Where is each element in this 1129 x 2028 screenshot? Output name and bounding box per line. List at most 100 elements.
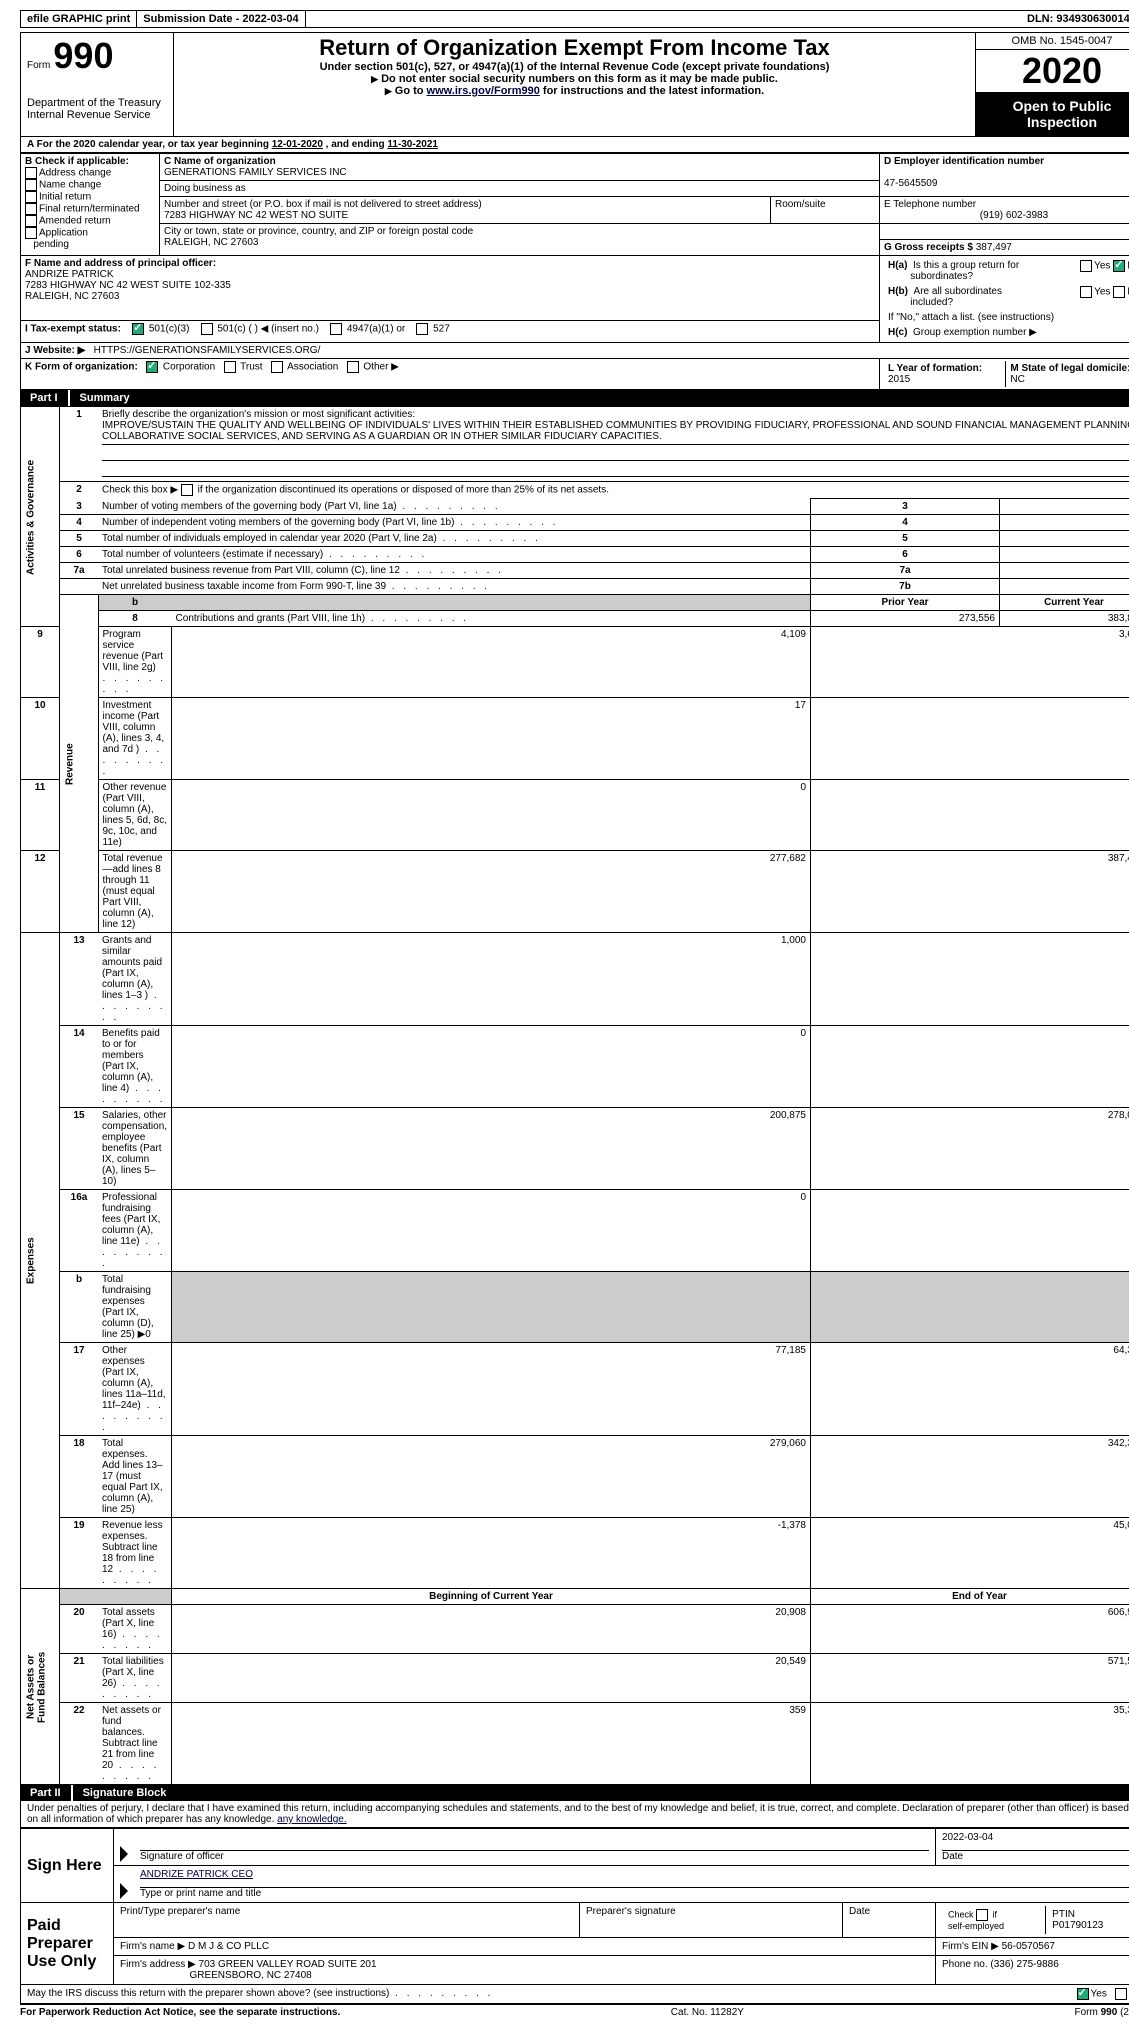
boy-header: Beginning of Current Year [429, 1591, 553, 1602]
sign-here-label: Sign Here [21, 1829, 114, 1903]
room-label: Room/suite [775, 199, 826, 210]
officer-name-sig[interactable]: ANDRIZE PATRICK CEO [140, 1869, 253, 1880]
box-b-header: B Check if applicable: [25, 156, 129, 167]
form-word: Form [27, 60, 50, 71]
submission-date: Submission Date - 2022-03-04 [137, 11, 305, 27]
dba-label: Doing business as [164, 183, 246, 194]
checkbox-discontinued[interactable] [181, 484, 193, 496]
omb-number: OMB No. 1545-0047 [976, 33, 1129, 50]
ein-value: 47-5645509 [884, 178, 937, 189]
l7a-val: 0 [1000, 563, 1129, 579]
part-1-header: Part I Summary [20, 390, 1129, 406]
ptin-value: P01790123 [1052, 1920, 1103, 1931]
firm-name: D M J & CO PLLC [188, 1941, 269, 1952]
box-j-label: J Website: ▶ [25, 345, 85, 356]
box-i-label: I Tax-exempt status: [25, 323, 121, 334]
l1-label: Briefly describe the organization's miss… [102, 409, 415, 420]
part-2-header: Part II Signature Block [20, 1785, 1129, 1801]
form-title: Return of Organization Exempt From Incom… [180, 35, 969, 61]
checkbox-discuss-no[interactable] [1115, 1988, 1127, 2000]
firm-addr: 703 GREEN VALLEY ROAD SUITE 201 [199, 1959, 377, 1970]
eoy-header: End of Year [952, 1591, 1007, 1602]
city-value: RALEIGH, NC 27603 [164, 237, 259, 248]
l6-val: 2 [1000, 547, 1129, 563]
sig-date: 2022-03-04 [942, 1832, 1129, 1851]
box-k-label: K Form of organization: [25, 362, 138, 373]
checkbox-final[interactable] [25, 203, 37, 215]
checkbox-assoc[interactable] [271, 361, 283, 373]
dept-irs: Internal Revenue Service [27, 109, 167, 121]
city-label: City or town, state or province, country… [164, 226, 473, 237]
dept-treasury: Department of the Treasury [27, 97, 167, 109]
irs-link[interactable]: www.irs.gov/Form990 [427, 85, 540, 97]
form-subtitle: Under section 501(c), 527, or 4947(a)(1)… [180, 61, 969, 73]
l7a-label: Total unrelated business revenue from Pa… [102, 565, 504, 576]
checkbox-4947[interactable] [330, 323, 342, 335]
prep-name-label: Print/Type preparer's name [120, 1906, 240, 1917]
checkbox-hb-no[interactable] [1113, 286, 1125, 298]
efile-label: efile GRAPHIC print [21, 11, 137, 27]
paid-preparer-label: Paid Preparer Use Only [21, 1903, 114, 1985]
date-label: Date [942, 1851, 963, 1862]
checkbox-trust[interactable] [224, 361, 236, 373]
l7b-val: 0 [1000, 579, 1129, 595]
checkbox-app-pending[interactable] [25, 227, 37, 239]
checkbox-hb-yes[interactable] [1080, 286, 1092, 298]
checkbox-other[interactable] [347, 361, 359, 373]
l6-label: Total number of volunteers (estimate if … [102, 549, 427, 560]
l3-val: 5 [1000, 499, 1129, 515]
checkbox-self-employed[interactable] [976, 1909, 988, 1921]
triangle-icon [120, 1883, 128, 1899]
any-knowledge-link[interactable]: any knowledge. [277, 1814, 347, 1825]
arrow-icon [371, 73, 381, 85]
officer-city: RALEIGH, NC 27603 [25, 291, 120, 302]
officer-street: 7283 HIGHWAY NC 42 WEST SUITE 102-335 [25, 280, 231, 291]
phone-value: (919) 602-3983 [884, 210, 1129, 221]
tax-year: 2020 [976, 50, 1129, 92]
part1-table: Activities & Governance 1 Briefly descri… [20, 406, 1129, 1785]
current-year-header: Current Year [1044, 597, 1104, 608]
website-value: HTTPS://GENERATIONSFAMILYSERVICES.ORG/ [94, 345, 321, 356]
l4-val: 4 [1000, 515, 1129, 531]
checkbox-initial[interactable] [25, 191, 37, 203]
mission-text: IMPROVE/SUSTAIN THE QUALITY AND WELLBEIN… [102, 420, 1129, 442]
entity-info-block: B Check if applicable: Address change Na… [20, 153, 1129, 390]
side-label-net: Net Assets or Fund Balances [21, 1589, 60, 1785]
checkbox-corp[interactable] [146, 361, 158, 373]
street-value: 7283 HIGHWAY NC 42 WEST NO SUITE [164, 210, 348, 221]
checkbox-name-change[interactable] [25, 179, 37, 191]
prep-sig-label: Preparer's signature [586, 1906, 676, 1917]
form-number: 990 [53, 35, 113, 76]
side-label-exp: Expenses [21, 933, 60, 1589]
checkbox-amended[interactable] [25, 215, 37, 227]
paperwork-notice: For Paperwork Reduction Act Notice, see … [20, 2007, 340, 2018]
checkbox-527[interactable] [416, 323, 428, 335]
box-f-label: F Name and address of principal officer: [25, 258, 216, 269]
checkbox-501c[interactable] [201, 323, 213, 335]
l4-label: Number of independent voting members of … [102, 517, 558, 528]
top-bar: efile GRAPHIC print Submission Date - 20… [20, 10, 1129, 28]
l16b-label: Total fundraising expenses (Part IX, col… [102, 1274, 154, 1340]
penalties-text: Under penalties of perjury, I declare th… [20, 1801, 1129, 1828]
org-name: GENERATIONS FAMILY SERVICES INC [164, 167, 347, 178]
signature-table: Sign Here Signature of officer 2022-03-0… [20, 1828, 1129, 2004]
gross-receipts: 387,497 [976, 242, 1012, 253]
street-label: Number and street (or P.O. box if mail i… [164, 199, 482, 210]
firm-ein: 56-0570567 [1002, 1941, 1055, 1952]
ssn-notice: Do not enter social security numbers on … [381, 73, 778, 85]
l5-val: 11 [1000, 531, 1129, 547]
checkbox-ha-yes[interactable] [1080, 260, 1092, 272]
box-c-label: C Name of organization [164, 156, 276, 167]
l3-label: Number of voting members of the governin… [102, 501, 501, 512]
open-public-badge: Open to PublicInspection [976, 92, 1129, 136]
footer: For Paperwork Reduction Act Notice, see … [20, 2004, 1129, 2018]
checkbox-discuss-yes[interactable] [1077, 1988, 1089, 2000]
side-label-gov: Activities & Governance [21, 407, 60, 627]
checkbox-addr-change[interactable] [25, 167, 37, 179]
type-name-label: Type or print name and title [140, 1888, 261, 1899]
discuss-label: May the IRS discuss this return with the… [27, 1988, 493, 1999]
cat-no: Cat. No. 11282Y [671, 2007, 744, 2018]
year-formation: 2015 [888, 374, 910, 385]
checkbox-ha-no[interactable] [1113, 260, 1125, 272]
checkbox-501c3[interactable] [132, 323, 144, 335]
